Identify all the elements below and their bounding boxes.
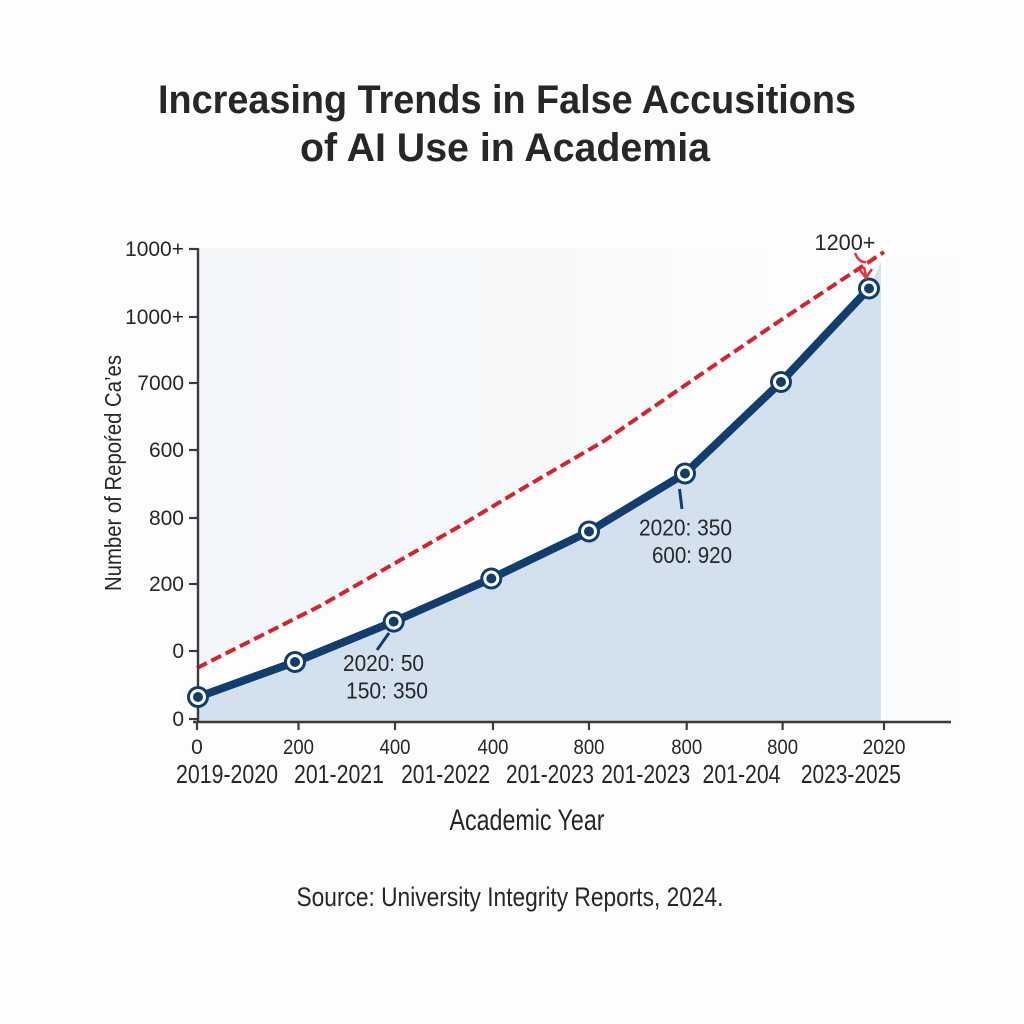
svg-text:0: 0 <box>172 708 184 731</box>
svg-text:200: 200 <box>283 736 314 759</box>
svg-text:600: 920: 600: 920 <box>652 542 732 568</box>
svg-text:of AI Use in Academia: of AI Use in Academia <box>300 126 711 170</box>
svg-text:2020: 50: 2020: 50 <box>343 650 424 676</box>
svg-text:0: 0 <box>172 640 184 663</box>
svg-text:400: 400 <box>478 736 509 759</box>
svg-text:1200+: 1200+ <box>815 230 876 255</box>
svg-text:2023-2025: 2023-2025 <box>801 759 901 789</box>
svg-text:800: 800 <box>767 736 798 759</box>
svg-text:1000+: 1000+ <box>125 306 184 329</box>
svg-text:400: 400 <box>380 736 411 759</box>
svg-text:7000: 7000 <box>137 372 184 395</box>
svg-text:200: 200 <box>149 573 184 596</box>
svg-text:600: 600 <box>149 439 184 462</box>
svg-text:Number of Repoŕed Ca’es: Number of Repoŕed Ca’es <box>100 355 126 591</box>
svg-text:150: 350: 150: 350 <box>346 678 428 704</box>
svg-text:800: 800 <box>149 507 184 530</box>
svg-text:2020: 2020 <box>863 736 906 759</box>
svg-text:2020: 350: 2020: 350 <box>639 515 732 541</box>
svg-text:2019-2020: 2019-2020 <box>176 759 278 789</box>
svg-text:Academic Year: Academic Year <box>450 804 605 837</box>
svg-text:Increasing Trends in False Acc: Increasing Trends in False Accusitions <box>158 78 856 122</box>
svg-text:201-204: 201-204 <box>703 759 781 789</box>
svg-text:0: 0 <box>191 736 203 759</box>
svg-text:201-2022: 201-2022 <box>401 759 490 789</box>
svg-text:201-2021: 201-2021 <box>294 759 384 789</box>
svg-text:201-2023: 201-2023 <box>506 759 594 789</box>
svg-text:1000+: 1000+ <box>125 238 184 261</box>
svg-text:800: 800 <box>671 736 702 759</box>
svg-text:800: 800 <box>574 736 605 759</box>
svg-text:201-2023: 201-2023 <box>601 759 690 789</box>
svg-text:Source: University Integrity R: Source: University Integrity Reports, 20… <box>297 882 724 912</box>
